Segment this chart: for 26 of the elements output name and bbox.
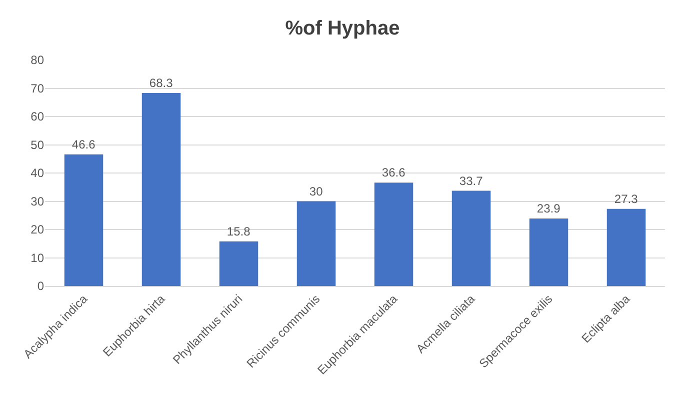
data-label: 46.6 — [72, 137, 96, 152]
bar — [64, 154, 104, 286]
data-label: 36.6 — [382, 166, 406, 180]
bar — [529, 218, 568, 286]
data-label: 23.9 — [536, 201, 561, 216]
chart-title: %of Hyphae — [285, 17, 400, 40]
data-label: 15.8 — [226, 224, 251, 238]
bar — [606, 208, 646, 286]
y-tick-label: 70 — [30, 81, 44, 96]
y-tick-label: 60 — [30, 110, 44, 124]
y-tick-label: 80 — [30, 53, 44, 68]
y-tick-label: 40 — [30, 166, 44, 180]
y-tick-label: 20 — [30, 222, 44, 237]
bar — [452, 190, 491, 286]
bar — [142, 93, 181, 286]
data-label: 27.3 — [614, 192, 638, 206]
bar — [296, 201, 336, 286]
y-tick-label: 50 — [30, 138, 44, 152]
y-tick-label: 10 — [30, 250, 44, 265]
data-label: 30 — [309, 184, 324, 198]
bar — [219, 241, 258, 286]
data-label: 33.7 — [459, 174, 484, 188]
bar — [374, 182, 414, 286]
y-tick-label: 30 — [30, 194, 44, 208]
y-tick-label: 0 — [37, 279, 44, 294]
data-label: 68.3 — [149, 76, 174, 90]
